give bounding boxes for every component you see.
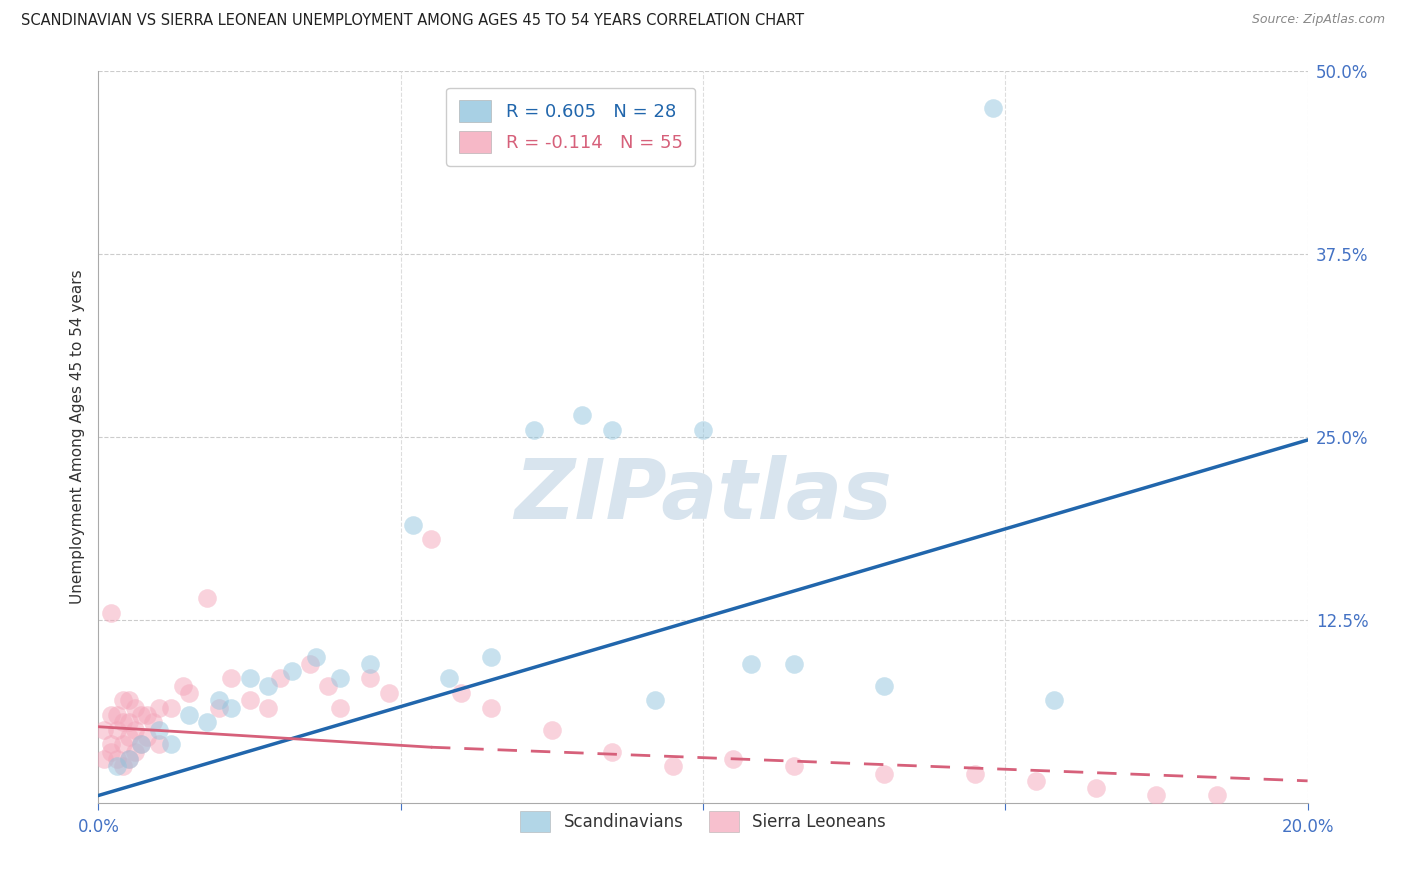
Point [1042, 693, 1064, 707]
Point [540, 723, 562, 737]
Point [105, 708, 128, 723]
Text: SCANDINAVIAN VS SIERRA LEONEAN UNEMPLOYMENT AMONG AGES 45 TO 54 YEARS CORRELATIO: SCANDINAVIAN VS SIERRA LEONEAN UNEMPLOYM… [21, 13, 804, 29]
Point [93, 723, 115, 737]
Point [111, 693, 134, 707]
Point [402, 517, 425, 532]
Point [783, 657, 806, 671]
Point [221, 700, 243, 714]
Point [239, 672, 262, 686]
Point [135, 708, 157, 723]
Point [437, 672, 460, 686]
Point [111, 715, 134, 730]
Point [661, 759, 683, 773]
Point [179, 708, 201, 723]
Point [124, 745, 146, 759]
Point [420, 533, 443, 547]
Point [100, 745, 122, 759]
Point [360, 657, 382, 671]
Point [873, 766, 896, 780]
Point [160, 737, 183, 751]
Point [221, 672, 243, 686]
Point [1024, 773, 1046, 788]
Point [377, 686, 399, 700]
Point [1144, 789, 1167, 803]
Point [602, 423, 624, 437]
Point [523, 423, 546, 437]
Point [124, 700, 146, 714]
Point [160, 700, 183, 714]
Point [316, 679, 339, 693]
Point [602, 745, 624, 759]
Point [105, 759, 128, 773]
Point [148, 700, 170, 714]
Point [450, 686, 472, 700]
Y-axis label: Unemployment Among Ages 45 to 54 years: Unemployment Among Ages 45 to 54 years [69, 269, 84, 605]
Point [118, 752, 141, 766]
Point [1085, 781, 1108, 796]
Point [239, 693, 262, 707]
Point [692, 423, 714, 437]
Point [118, 715, 141, 730]
Point [965, 766, 987, 780]
Point [129, 737, 152, 751]
Point [329, 672, 352, 686]
Point [100, 708, 122, 723]
Point [299, 657, 322, 671]
Point [111, 737, 134, 751]
Point [172, 679, 194, 693]
Text: ZIPatlas: ZIPatlas [515, 455, 891, 536]
Point [111, 759, 134, 773]
Point [740, 657, 762, 671]
Point [208, 693, 231, 707]
Point [129, 708, 152, 723]
Point [305, 649, 328, 664]
Point [481, 700, 503, 714]
Point [783, 759, 806, 773]
Point [481, 649, 503, 664]
Point [118, 693, 141, 707]
Point [256, 700, 278, 714]
Point [179, 686, 201, 700]
Text: Source: ZipAtlas.com: Source: ZipAtlas.com [1251, 13, 1385, 27]
Point [124, 723, 146, 737]
Point [118, 752, 141, 766]
Point [329, 700, 352, 714]
Point [360, 672, 382, 686]
Point [105, 723, 128, 737]
Point [195, 591, 218, 605]
Point [135, 730, 157, 744]
Point [269, 672, 291, 686]
Point [644, 693, 666, 707]
Point [129, 737, 152, 751]
Point [105, 752, 128, 766]
Point [148, 737, 170, 751]
Point [571, 408, 593, 422]
Point [195, 715, 218, 730]
Point [100, 737, 122, 751]
Point [100, 606, 122, 620]
Point [142, 715, 165, 730]
Point [723, 752, 745, 766]
Point [118, 730, 141, 744]
Point [148, 723, 170, 737]
Point [873, 679, 896, 693]
Point [1206, 789, 1229, 803]
Point [208, 700, 231, 714]
Point [281, 664, 304, 678]
Legend: Scandinavians, Sierra Leoneans: Scandinavians, Sierra Leoneans [513, 805, 893, 838]
Point [981, 101, 1004, 115]
Point [93, 752, 115, 766]
Point [256, 679, 278, 693]
